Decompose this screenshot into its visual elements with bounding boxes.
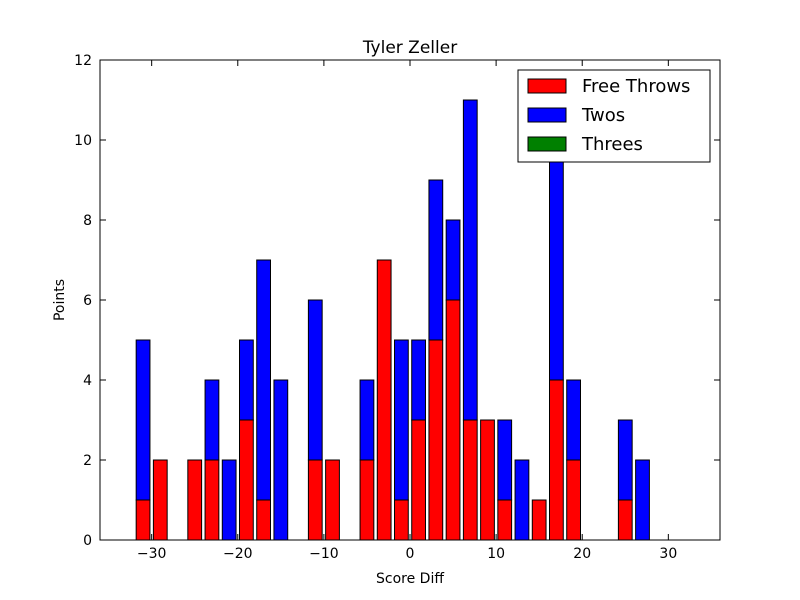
x-axis-title: Score Diff: [376, 571, 444, 587]
bar-twos--11: [307, 299, 323, 461]
x-tick-label: −10: [309, 546, 339, 562]
bar-free-throws--9: [325, 459, 340, 541]
bar-free-throws-9: [480, 419, 495, 541]
bar-free-throws-17: [549, 379, 564, 541]
axis-ticks: −30 −20 −10 0 10 20 30 0 2 4 6 8 10 12: [74, 53, 720, 562]
y-tick-label: 0: [83, 533, 92, 549]
x-tick-label: 20: [573, 546, 591, 562]
bar-free-throws--5: [359, 459, 375, 541]
bar-twos-13: [514, 459, 530, 541]
bar-twos-17: [549, 139, 564, 381]
legend-label-threes: Threes: [581, 134, 643, 155]
bar-free-throws-11: [497, 499, 513, 541]
bar-twos-19: [566, 379, 581, 461]
x-tick-label: −20: [223, 546, 253, 562]
bar-twos--17: [256, 259, 272, 501]
bar-free-throws-5: [445, 299, 461, 541]
y-tick-label: 4: [83, 373, 92, 389]
bar-twos-27: [635, 459, 650, 541]
bar-twos-3: [428, 179, 444, 341]
bar-twos-7: [462, 99, 478, 421]
bar-free-throws--17: [256, 499, 272, 541]
bar-free-throws--23: [204, 459, 220, 541]
bar-free-throws-15: [531, 499, 547, 541]
bar-twos--15: [273, 379, 289, 541]
y-tick-label: 6: [83, 293, 92, 309]
bars: [135, 99, 650, 541]
bar-free-throws-3: [428, 339, 444, 541]
x-tick-label: 30: [659, 546, 677, 562]
bar-free-throws-7: [462, 419, 478, 541]
bar-twos-5: [445, 219, 461, 301]
bar-twos--21: [221, 459, 237, 541]
bar-free-throws-1: [411, 419, 427, 541]
bar-twos-1: [411, 339, 427, 421]
chart-title: Tyler Zeller: [362, 38, 457, 58]
bar-twos--5: [359, 379, 375, 461]
bar-free-throws--25: [187, 459, 203, 541]
y-tick-label: 2: [83, 453, 92, 469]
bar-free-throws--11: [307, 459, 323, 541]
x-tick-label: −30: [137, 546, 167, 562]
bar-twos--1: [394, 339, 409, 501]
bar-twos--19: [239, 339, 254, 421]
bar-twos--31: [135, 339, 151, 501]
bar-free-throws--19: [239, 419, 254, 541]
bar-twos-25: [617, 419, 633, 501]
y-tick-label: 8: [83, 213, 92, 229]
bar-free-throws-25: [617, 499, 633, 541]
y-tick-label: 12: [74, 53, 92, 69]
bar-free-throws--3: [376, 259, 392, 541]
legend-swatch-threes: [527, 136, 567, 152]
bar-free-throws-19: [566, 459, 581, 541]
x-tick-label: 10: [487, 546, 505, 562]
legend-label-twos: Twos: [581, 105, 625, 126]
legend-swatch-free-throws: [527, 78, 567, 94]
bar-free-throws--31: [135, 499, 151, 541]
bar-twos--23: [204, 379, 220, 461]
bar-free-throws--1: [394, 499, 409, 541]
legend-swatch-twos: [527, 107, 567, 123]
y-axis-title: Points: [52, 279, 68, 321]
legend-label-free-throws: Free Throws: [582, 76, 690, 97]
plot-frame: [99, 59, 721, 541]
bar-twos-11: [497, 419, 513, 501]
legend: Free Throws Twos Threes: [517, 69, 711, 163]
bar-free-throws--29: [152, 459, 168, 541]
x-tick-label: 0: [406, 546, 415, 562]
y-tick-label: 10: [74, 133, 92, 149]
